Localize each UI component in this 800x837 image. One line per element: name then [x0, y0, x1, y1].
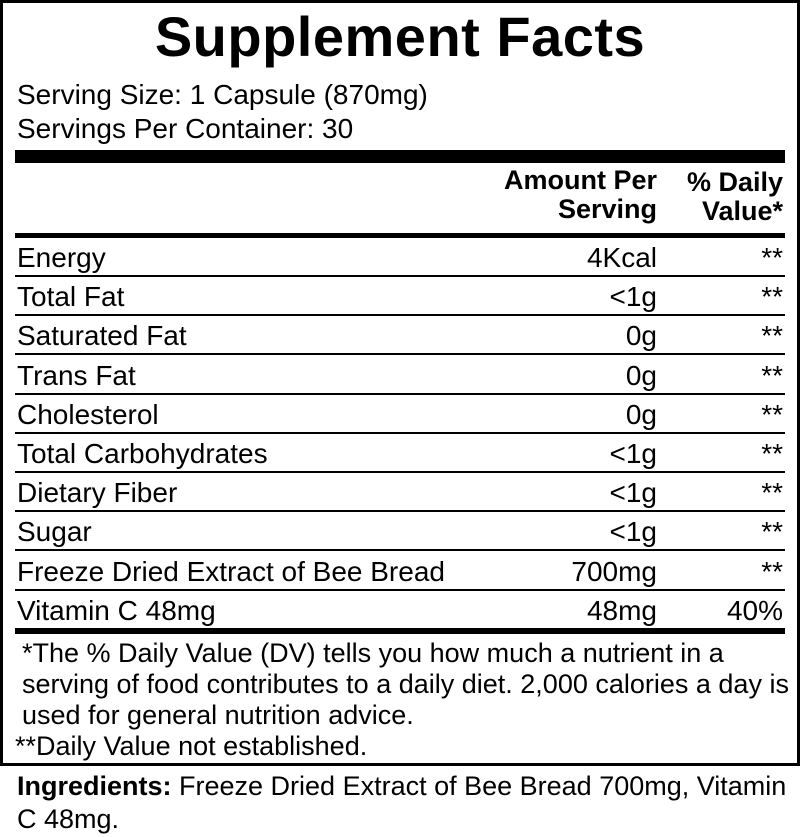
nutrient-row: Sugar <1g **: [15, 512, 785, 552]
nutrient-row: Cholesterol 0g **: [15, 395, 785, 434]
nutrient-daily-value: **: [761, 281, 783, 313]
daily-value-footnote: *The % Daily Value (DV) tells you how mu…: [22, 638, 789, 730]
nutrient-row: Dietary Fiber <1g **: [15, 473, 785, 513]
not-established-footnote: **Daily Value not established.: [15, 731, 368, 761]
ingredients-label: Ingredients:: [17, 771, 172, 801]
servings-per-container: Servings Per Container: 30: [17, 113, 354, 144]
nutrient-row: Vitamin C 48mg 48mg 40%: [15, 591, 785, 630]
header-line: % Daily: [686, 167, 783, 197]
nutrient-amount: 4Kcal: [586, 242, 657, 273]
ingredients-text: Freeze Dried Extract of Bee Bread 700mg,…: [17, 771, 787, 834]
nutrient-amount: <1g: [609, 438, 658, 469]
nutrient-amount: 0g: [625, 320, 657, 352]
nutrient-amount: 0g: [625, 398, 657, 430]
nutrient-daily-value: **: [761, 398, 783, 430]
nutrient-daily-value: 40%: [726, 594, 783, 626]
ingredients: Ingredients: Freeze Dried Extract of Bee…: [17, 770, 797, 836]
nutrient-amount: <1g: [609, 516, 658, 548]
daily-value-header: % Daily Value*: [687, 168, 783, 226]
nutrient-daily-value: **: [761, 242, 783, 273]
nutrient-amount: 0g: [625, 359, 657, 391]
nutrient-row: Freeze Dried Extract of Bee Bread 700mg **: [15, 552, 785, 591]
nutrient-name: Vitamin C 48mg: [17, 594, 216, 626]
nutrient-row: Total Fat <1g **: [15, 277, 785, 317]
nutrient-name: Energy: [17, 242, 106, 273]
nutrient-daily-value: **: [761, 477, 783, 509]
supplement-facts-panel: [0, 0, 800, 766]
panel-title: Supplement Facts: [154, 5, 646, 68]
nutrient-amount: <1g: [609, 477, 658, 509]
nutrient-name: Saturated Fat: [17, 320, 187, 352]
nutrient-daily-value: **: [761, 320, 783, 352]
nutrient-name: Trans Fat: [17, 359, 136, 391]
nutrient-daily-value: **: [761, 516, 783, 548]
thick-divider: [15, 628, 785, 634]
header-line: Value*: [701, 196, 783, 226]
nutrient-name: Cholesterol: [17, 398, 159, 430]
amount-per-serving-header: Amount Per Serving: [504, 166, 657, 224]
nutrient-amount: 48mg: [586, 594, 657, 626]
nutrient-amount: 700mg: [571, 555, 657, 587]
header-line: Amount Per: [503, 165, 657, 195]
nutrient-row: Trans Fat 0g **: [15, 356, 785, 395]
nutrient-name: Total Carbohydrates: [17, 438, 268, 469]
nutrient-daily-value: **: [761, 438, 783, 469]
nutrient-daily-value: **: [761, 555, 783, 587]
nutrient-amount: <1g: [609, 281, 658, 313]
nutrient-row: Saturated Fat 0g **: [15, 316, 785, 356]
header-divider: [15, 233, 785, 238]
nutrient-name: Freeze Dried Extract of Bee Bread: [17, 555, 445, 587]
serving-size: Serving Size: 1 Capsule (870mg): [17, 79, 428, 110]
nutrient-name: Total Fat: [17, 281, 125, 313]
nutrient-daily-value: **: [761, 359, 783, 391]
thick-divider: [15, 150, 785, 163]
nutrient-name: Sugar: [17, 516, 92, 548]
nutrient-name: Dietary Fiber: [17, 477, 178, 509]
header-line: Serving: [557, 194, 657, 224]
nutrient-row: Energy 4Kcal **: [15, 238, 785, 277]
nutrient-row: Total Carbohydrates <1g **: [15, 434, 785, 473]
